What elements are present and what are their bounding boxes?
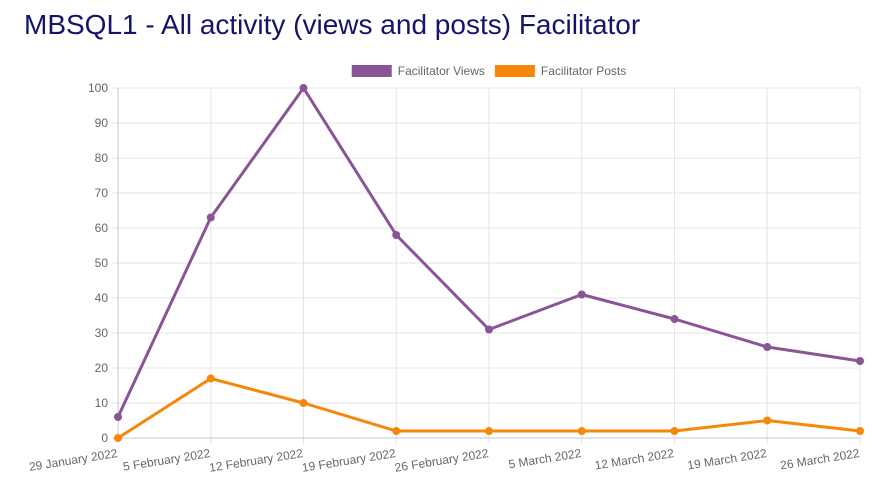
y-tick-label: 70 [95,186,109,200]
x-tick-label: 5 March 2022 [508,446,583,471]
x-tick-label: 5 February 2022 [122,446,211,474]
y-tick-label: 90 [95,116,109,130]
x-tick-label: 12 March 2022 [594,446,676,472]
x-tick-label: 12 February 2022 [208,446,304,475]
series-facilitator-views [114,84,864,421]
data-point[interactable] [670,315,679,323]
data-point[interactable] [299,84,308,92]
data-point[interactable] [392,231,401,239]
y-tick-label: 100 [88,81,108,95]
chart-legend[interactable]: Facilitator Views Facilitator Posts [351,64,627,78]
chart-grid [112,87,861,444]
data-point[interactable] [856,357,864,365]
data-point[interactable] [206,374,215,383]
legend-item[interactable]: Facilitator Posts [494,64,626,78]
y-tick-label: 0 [101,431,108,445]
y-tick-label: 20 [95,361,109,375]
y-tick-label: 60 [95,221,109,235]
legend-label: Facilitator Views [398,64,485,78]
data-point[interactable] [856,427,864,435]
y-axis-ticks: 0 10 20 30 40 50 60 70 80 90 100 [88,81,108,445]
x-tick-label: 19 February 2022 [301,446,397,475]
data-point[interactable] [577,427,586,435]
chart-series [114,84,864,442]
data-point[interactable] [763,343,772,351]
data-point[interactable] [392,427,401,435]
x-tick-label: 26 February 2022 [394,446,490,475]
legend-swatch [494,65,535,77]
data-point[interactable] [114,413,122,421]
y-tick-label: 40 [95,291,109,305]
y-tick-label: 30 [95,326,109,340]
data-point[interactable] [206,213,215,222]
legend-swatch [351,65,392,77]
y-tick-label: 10 [95,396,109,410]
series-facilitator-posts [114,374,864,442]
data-point[interactable] [114,434,122,442]
data-point[interactable] [577,290,586,299]
data-point[interactable] [763,416,772,425]
data-point[interactable] [485,427,493,435]
y-tick-label: 50 [95,256,109,270]
data-point[interactable] [670,427,679,435]
chart-axes [117,88,860,439]
data-point[interactable] [485,325,493,334]
x-tick-label: 29 January 2022 [28,446,119,474]
x-tick-label: 19 March 2022 [686,446,768,472]
y-tick-label: 80 [95,151,109,165]
page-title: MBSQL1 - All activity (views and posts) … [24,9,641,40]
x-tick-label: 26 March 2022 [779,446,861,472]
data-point[interactable] [299,399,308,407]
legend-label: Facilitator Posts [541,64,626,78]
legend-item[interactable]: Facilitator Views [351,64,485,78]
